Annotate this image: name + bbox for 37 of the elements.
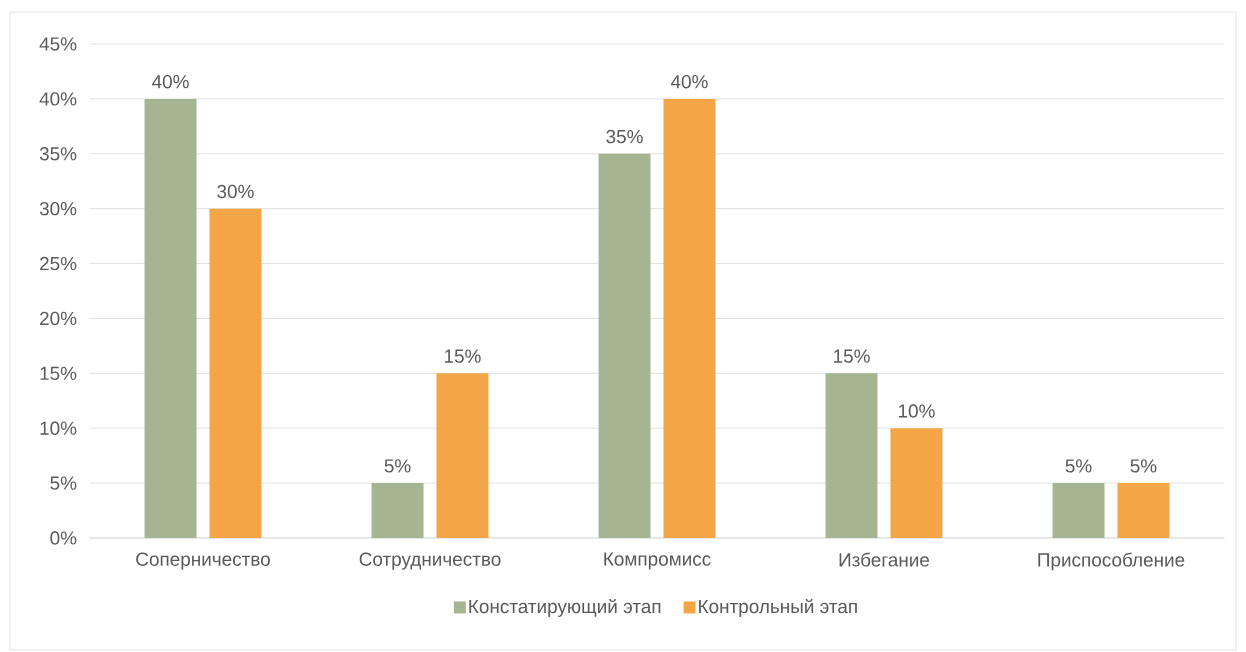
- x-tick-label: Компромисс: [604, 552, 711, 570]
- bar: [209, 208, 262, 538]
- y-tick-label: 10%: [40, 421, 77, 435]
- data-label: 5%: [1130, 459, 1157, 473]
- x-tick-label: Избегание: [839, 552, 930, 567]
- data-label: 5%: [384, 459, 411, 473]
- data-label: 30%: [217, 184, 254, 199]
- bar: [663, 98, 716, 538]
- bar: [436, 373, 489, 538]
- data-label: 40%: [670, 74, 708, 89]
- bar: [371, 483, 424, 538]
- bar: [1052, 483, 1105, 538]
- y-tick-label: 35%: [39, 147, 77, 161]
- data-label: 10%: [898, 404, 935, 418]
- bar: [1117, 483, 1170, 538]
- data-label: 15%: [444, 349, 481, 363]
- data-label: 40%: [152, 74, 189, 89]
- y-tick-label: 15%: [40, 366, 77, 380]
- data-label: 15%: [834, 349, 870, 363]
- x-tick-label: Сотрудничество: [359, 552, 501, 570]
- y-tick-label: 20%: [40, 311, 77, 326]
- bar: [825, 373, 878, 538]
- y-tick-label: 0%: [50, 531, 77, 545]
- y-tick-label: 30%: [39, 201, 77, 216]
- bar: [890, 428, 943, 538]
- y-tick-label: 25%: [40, 256, 77, 271]
- data-label: 35%: [606, 129, 643, 144]
- bar: [144, 98, 197, 538]
- legend-label: Контрольный этап: [699, 599, 857, 617]
- y-tick-label: 5%: [50, 476, 77, 490]
- x-tick-label: Соперничество: [136, 552, 270, 570]
- data-label: 5%: [1065, 459, 1092, 473]
- bar: [598, 153, 651, 538]
- y-tick-label: 45%: [39, 37, 77, 51]
- x-tick-label: Приспособление: [1038, 552, 1185, 571]
- legend-label: Констатирующий этап: [469, 599, 661, 617]
- y-tick-label: 40%: [39, 92, 77, 106]
